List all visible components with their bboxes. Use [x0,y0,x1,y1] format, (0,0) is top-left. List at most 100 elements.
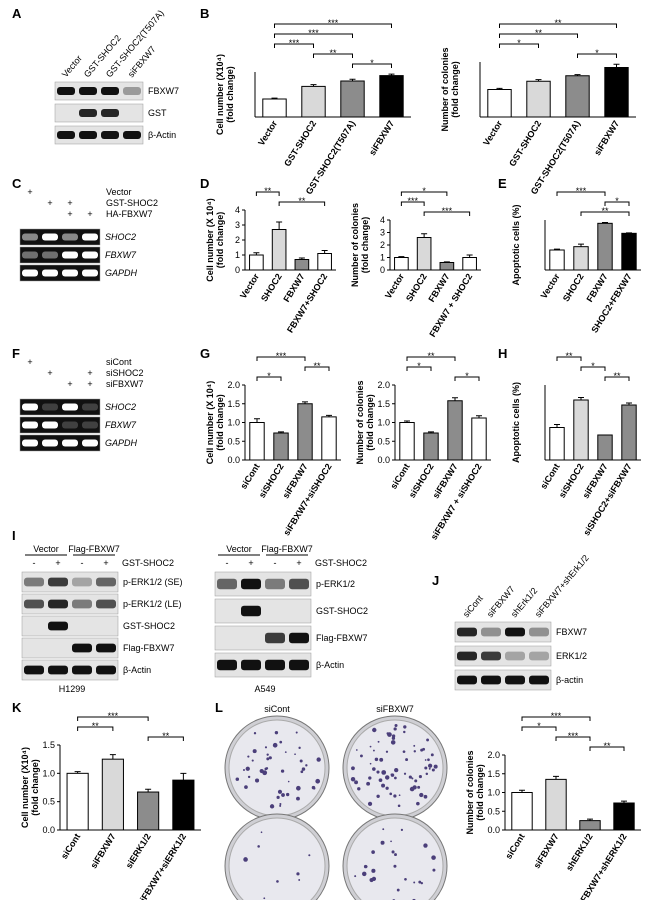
bar [394,257,409,271]
bar [621,404,637,461]
significance-bracket [313,53,353,58]
band [62,269,78,277]
y-axis-label: (fold change) [215,212,225,269]
group-label: Flag-FBXW7 [68,544,120,554]
bar [249,254,264,271]
band [82,403,98,411]
significance-label: ** [535,28,543,38]
plus-sign: + [67,209,72,219]
panel-label: D [200,176,209,191]
treatment-label: HA-FBXW7 [106,209,153,219]
colony [414,779,418,783]
y-tick-label: 2.0 [487,750,500,760]
bar [597,434,613,461]
y-tick-label: 1.0 [227,418,240,428]
band [72,665,92,675]
bar [399,422,415,461]
bar [579,820,601,831]
band [42,439,58,447]
significance-bracket [256,356,306,361]
significance-bracket [274,33,353,38]
colony [385,750,389,753]
error-bar [321,250,328,254]
colony [354,780,359,785]
significance-bracket [499,43,539,48]
blot-row-label: p-ERK1/2 (SE) [123,577,183,587]
y-tick-label: 2 [235,235,240,245]
colony [417,785,421,789]
band [529,675,549,685]
colony [404,877,407,881]
x-tick-label: siFBXW7 + siSHOC2 [429,462,484,542]
colony [376,794,380,798]
significance-label: ** [298,196,306,206]
y-tick-label: 0.5 [42,797,55,807]
y-axis-label: Apoptotic cells (%) [511,382,521,463]
colony [298,879,301,881]
y-axis-label: Number of colonies [440,47,450,131]
significance-bracket [454,376,480,381]
x-tick-label: Vector [481,118,504,147]
error-bar [180,772,187,781]
significance-label: * [537,721,541,731]
bar [573,246,589,271]
treatment-label: GST-SHOC2 [106,198,158,208]
band [22,269,38,277]
y-tick-label: 0.5 [227,436,240,446]
blot-row-label: ERK1/2 [556,651,587,661]
bar [549,249,565,271]
significance-bracket [604,201,630,206]
significance-label: * [417,361,421,371]
colony [397,804,401,808]
colony [366,781,371,786]
treatment-label: GST-SHOC2 [315,558,367,568]
error-bar [404,420,410,423]
significance-label: *** [308,28,319,38]
band [96,599,116,609]
significance-label: *** [276,351,287,361]
blot-row-label: GST-SHOC2 [123,621,175,631]
x-tick-label: siFBXW7 [367,119,396,157]
significance-label: ** [329,48,337,58]
blot-row-label: Flag-FBXW7 [123,643,175,653]
error-bar [278,431,284,433]
band [481,651,501,661]
x-tick-label: Vector [238,271,261,300]
colony [305,764,308,767]
y-tick-label: 0 [235,265,240,275]
blot-row-label: GAPDH [105,268,138,278]
plus-sign: + [87,209,92,219]
colony [298,746,301,750]
colony [400,828,404,832]
colony [316,757,321,762]
y-tick-label: 0.0 [377,455,390,465]
panel-label: G [200,346,210,361]
lane-label: siCont [461,593,485,619]
blot-row-label: GST [148,108,167,118]
band [82,439,98,447]
significance-bracket [580,366,606,371]
blot-row-label: p-ERK1/2 (LE) [123,599,182,609]
cell-line-label: A549 [254,684,275,694]
colony [391,850,395,854]
error-bar [302,401,308,404]
colony [266,757,270,761]
blot-row-label: GST-SHOC2 [316,606,368,616]
colony [390,840,392,843]
colony [295,731,298,734]
y-tick-label: 2 [380,240,385,250]
significance-label: *** [328,18,339,28]
cell-line-label: H1299 [59,684,86,694]
band [82,233,98,241]
y-axis-label: Number of colonies [355,380,365,464]
significance-bracket [400,191,448,196]
colony [409,786,415,792]
sign-label: - [33,558,36,568]
blot-strip [19,228,101,246]
blot-row-label: β-Actin [148,130,176,140]
band [101,109,119,117]
band [62,233,78,241]
y-axis-label: Cell number (X10⁴) [20,747,30,828]
panel-label: J [432,573,439,588]
band [22,251,38,259]
